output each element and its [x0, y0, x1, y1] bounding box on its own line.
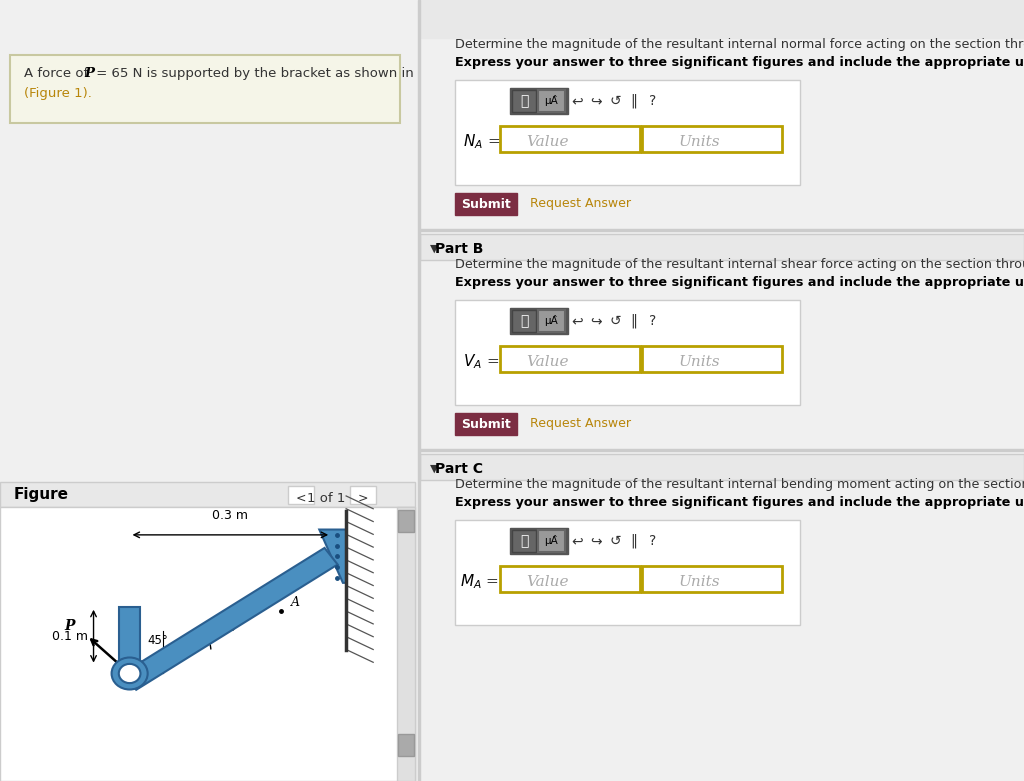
Text: (Figure 1).: (Figure 1).	[24, 87, 92, 100]
Bar	[288, 486, 314, 504]
Text: Figure: Figure	[14, 487, 69, 502]
Bar	[512, 90, 536, 112]
Text: P: P	[65, 619, 75, 633]
Bar	[398, 510, 414, 532]
Bar	[350, 486, 376, 504]
Text: Part B: Part B	[435, 242, 483, 256]
Text: ‖: ‖	[631, 314, 637, 328]
Text: 0.1 m: 0.1 m	[51, 629, 87, 643]
Text: ‖: ‖	[631, 94, 637, 109]
Text: Submit: Submit	[461, 198, 511, 211]
Text: Express your answer to three significant figures and include the appropriate uni: Express your answer to three significant…	[455, 496, 1024, 509]
Text: ↺: ↺	[609, 94, 621, 108]
Bar	[420, 234, 1024, 260]
Text: ↩: ↩	[571, 314, 583, 328]
Text: ?: ?	[649, 534, 656, 548]
Text: 0.3 m: 0.3 m	[212, 509, 249, 522]
Bar	[455, 413, 517, 435]
Polygon shape	[319, 530, 346, 583]
Text: ↪: ↪	[590, 314, 602, 328]
Bar	[510, 528, 568, 554]
Bar	[512, 310, 536, 332]
Bar	[510, 308, 568, 334]
Text: ↺: ↺	[609, 534, 621, 548]
Text: ?: ?	[649, 94, 656, 108]
Bar	[418, 0, 420, 781]
Text: ⎕: ⎕	[520, 534, 528, 548]
Text: P: P	[84, 67, 94, 80]
Text: Value: Value	[525, 575, 568, 589]
Bar	[538, 90, 565, 112]
Bar	[397, 507, 415, 781]
Bar	[642, 566, 782, 592]
Bar	[510, 88, 568, 114]
Text: = 65 N is supported by the bracket as shown in: = 65 N is supported by the bracket as sh…	[92, 67, 414, 80]
Text: ↪: ↪	[590, 94, 602, 108]
Bar	[420, 229, 1024, 231]
Text: 30°: 30°	[220, 621, 242, 634]
Text: A: A	[291, 596, 299, 608]
Bar	[0, 507, 415, 781]
Text: Units: Units	[678, 575, 720, 589]
Text: Express your answer to three significant figures and include the appropriate uni: Express your answer to three significant…	[455, 276, 1024, 289]
Bar	[455, 193, 517, 215]
Bar	[420, 449, 1024, 451]
Text: μÂ: μÂ	[544, 95, 558, 106]
Bar	[512, 530, 536, 552]
Text: Determine the magnitude of the resultant internal bending moment acting on the s: Determine the magnitude of the resultant…	[455, 478, 1024, 491]
Text: $M_A$ =: $M_A$ =	[460, 572, 499, 591]
Circle shape	[119, 664, 140, 683]
Text: μÂ: μÂ	[544, 316, 558, 326]
Text: Request Answer: Request Answer	[530, 198, 631, 211]
Bar	[538, 530, 565, 552]
Bar	[642, 126, 782, 152]
Text: ‖: ‖	[631, 533, 637, 548]
Text: μÂ: μÂ	[544, 536, 558, 547]
Text: ↪: ↪	[590, 534, 602, 548]
Text: <: <	[296, 491, 306, 505]
Text: ▼: ▼	[430, 464, 438, 474]
Polygon shape	[119, 607, 140, 665]
Bar	[420, 454, 1024, 480]
Text: Value: Value	[525, 135, 568, 149]
Text: $N_A$ =: $N_A$ =	[463, 133, 500, 152]
Text: Determine the magnitude of the resultant internal shear force acting on the sect: Determine the magnitude of the resultant…	[455, 258, 1024, 271]
Text: ↺: ↺	[609, 314, 621, 328]
Bar	[10, 55, 400, 123]
Circle shape	[112, 658, 147, 690]
Text: ⎕: ⎕	[520, 314, 528, 328]
Bar	[455, 80, 800, 185]
Text: Express your answer to three significant figures and include the appropriate uni: Express your answer to three significant…	[455, 56, 1024, 69]
Text: Part C: Part C	[435, 462, 483, 476]
Text: Units: Units	[678, 355, 720, 369]
Bar	[0, 482, 415, 507]
Text: A force of: A force of	[24, 67, 92, 80]
Text: ↩: ↩	[571, 94, 583, 108]
Text: ▼: ▼	[430, 244, 438, 254]
Text: 45°: 45°	[147, 634, 168, 647]
Bar	[500, 126, 640, 152]
Text: ↩: ↩	[571, 534, 583, 548]
Bar	[500, 346, 640, 372]
Text: >: >	[357, 491, 369, 505]
Text: ?: ?	[649, 314, 656, 328]
Bar	[455, 300, 800, 405]
Bar	[642, 346, 782, 372]
Bar	[398, 734, 414, 756]
Text: Request Answer: Request Answer	[530, 418, 631, 430]
Text: ⎕: ⎕	[520, 94, 528, 108]
Bar	[538, 310, 565, 332]
Bar	[500, 566, 640, 592]
Text: Determine the magnitude of the resultant internal normal force acting on the sec: Determine the magnitude of the resultant…	[455, 38, 1024, 51]
Polygon shape	[123, 548, 338, 690]
Text: 1 of 1: 1 of 1	[307, 493, 345, 505]
Text: Value: Value	[525, 355, 568, 369]
Bar	[420, 0, 1024, 38]
Bar	[455, 520, 800, 625]
Text: Units: Units	[678, 135, 720, 149]
Text: Submit: Submit	[461, 418, 511, 430]
Text: $V_A$ =: $V_A$ =	[463, 353, 499, 371]
